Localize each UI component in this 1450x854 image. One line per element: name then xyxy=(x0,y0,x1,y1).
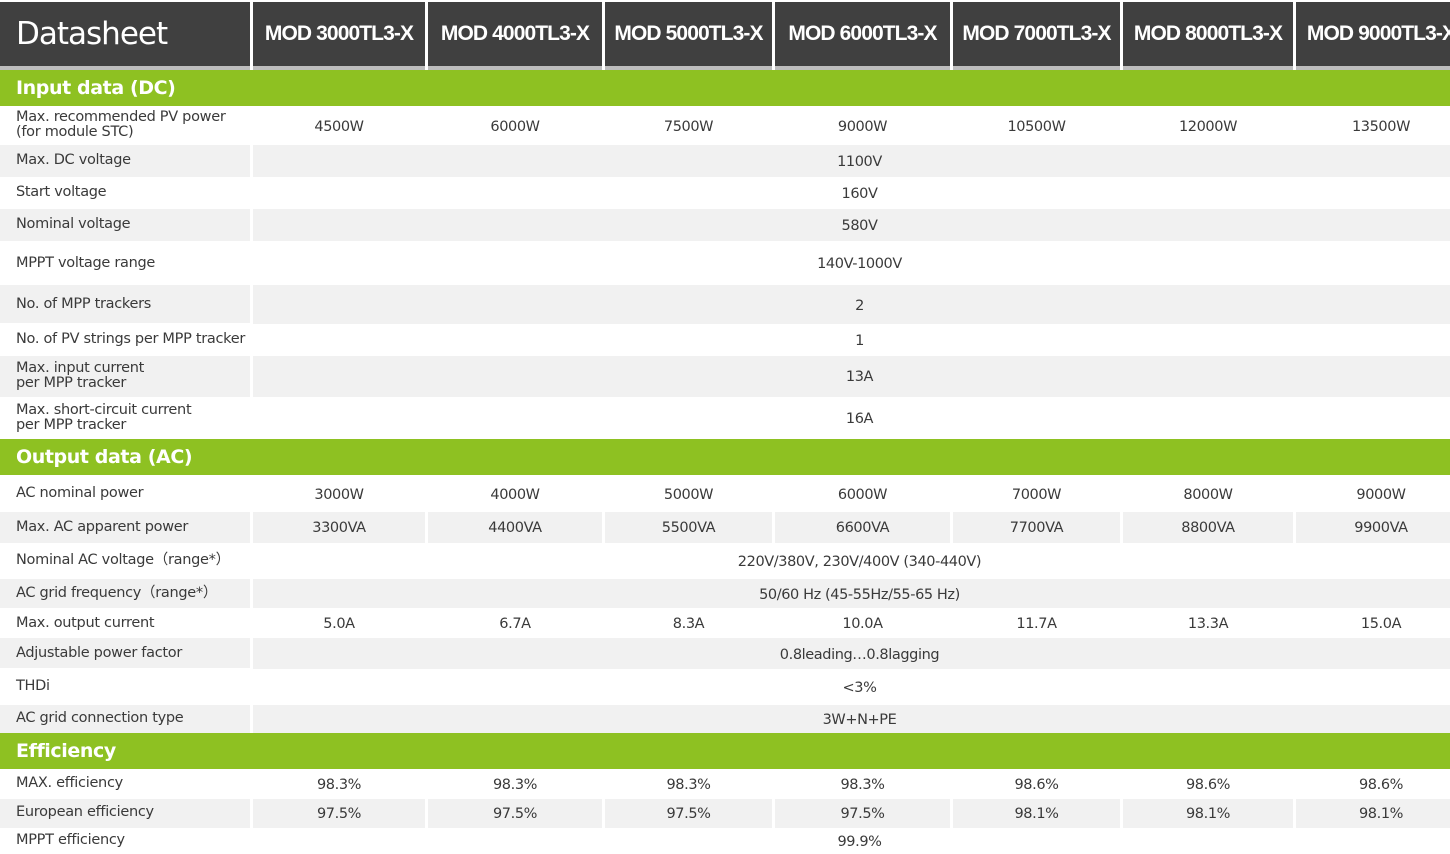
row-label-line: (for module STC) xyxy=(16,124,134,141)
row-label-line: per MPP tracker xyxy=(16,417,127,434)
section-output-ac: Output data (AC) xyxy=(0,439,1450,476)
table-cell: 1 xyxy=(253,323,1450,356)
table-cell: 3W+N+PE xyxy=(253,704,1450,734)
row-label-mppt-range: MPPT voltage range xyxy=(0,241,250,286)
row-label-start-voltage: Start voltage xyxy=(0,176,250,209)
row-label-short-circuit: Max. short-circuit current per MPP track… xyxy=(0,397,250,440)
table-cell: 6.7A xyxy=(428,608,602,639)
table-cell: 220V/380V, 230V/400V (340-440V) xyxy=(253,542,1450,580)
table-cell: 7700VA xyxy=(953,511,1120,543)
table-cell: 98.6% xyxy=(953,769,1120,799)
model-header: MOD 6000TL3-X xyxy=(775,2,950,70)
table-cell: 8800VA xyxy=(1123,511,1293,543)
row-label-ac-power: AC nominal power xyxy=(0,475,250,512)
table-cell: 13.3A xyxy=(1123,608,1293,639)
table-cell: 0.8leading…0.8lagging xyxy=(253,638,1450,669)
table-cell: 15.0A xyxy=(1296,608,1450,639)
row-label-mppt-efficiency: MPPT efficiency xyxy=(0,827,250,854)
table-cell: 580V xyxy=(253,209,1450,242)
table-cell: 7500W xyxy=(605,106,772,145)
table-cell: 97.5% xyxy=(775,798,950,828)
table-cell: 5000W xyxy=(605,475,772,512)
row-label-dc-voltage: Max. DC voltage xyxy=(0,144,250,177)
table-cell: 97.5% xyxy=(428,798,602,828)
datasheet-title: Datasheet xyxy=(0,2,250,70)
row-label-line: Max. input current xyxy=(16,360,145,377)
table-cell: 16A xyxy=(253,397,1450,440)
table-cell: 97.5% xyxy=(605,798,772,828)
table-cell: 6000W xyxy=(428,106,602,145)
section-efficiency: Efficiency xyxy=(0,733,1450,770)
table-cell: 12000W xyxy=(1123,106,1293,145)
table-cell: 3000W xyxy=(253,475,425,512)
row-label-max-efficiency: MAX. efficiency xyxy=(0,769,250,799)
table-cell: 9000W xyxy=(775,106,950,145)
section-input-dc: Input data (DC) xyxy=(0,70,1450,107)
table-cell: 50/60 Hz (45-55Hz/55-65 Hz) xyxy=(253,579,1450,609)
table-cell: 3300VA xyxy=(253,511,425,543)
table-cell: 4000W xyxy=(428,475,602,512)
table-cell: 5.0A xyxy=(253,608,425,639)
model-header: MOD 3000TL3-X xyxy=(253,2,425,70)
table-cell: 5500VA xyxy=(605,511,772,543)
row-label-ac-voltage: Nominal AC voltage（range*） xyxy=(0,542,250,579)
table-cell: 98.1% xyxy=(1123,798,1293,828)
row-label-output-current: Max. output current xyxy=(0,608,250,639)
model-header: MOD 7000TL3-X xyxy=(953,2,1120,70)
row-label-line: Max. recommended PV power xyxy=(16,109,226,126)
row-label-pv-power: Max. recommended PV power (for module ST… xyxy=(0,106,250,145)
row-label-pv-strings: No. of PV strings per MPP tracker xyxy=(0,323,250,356)
table-cell: 9900VA xyxy=(1296,511,1450,543)
table-cell: 98.1% xyxy=(1296,798,1450,828)
table-cell: 7000W xyxy=(953,475,1120,512)
row-label-grid-connection: AC grid connection type xyxy=(0,704,250,733)
table-cell: 10.0A xyxy=(775,608,950,639)
table-cell: 98.3% xyxy=(775,769,950,799)
table-cell: 99.9% xyxy=(253,827,1450,854)
row-label-power-factor: Adjustable power factor xyxy=(0,638,250,669)
table-cell: 2 xyxy=(253,285,1450,324)
row-label-thdi: THDi xyxy=(0,668,250,705)
table-cell: 97.5% xyxy=(253,798,425,828)
table-cell: 13A xyxy=(253,355,1450,398)
table-cell: 13500W xyxy=(1296,106,1450,145)
row-label-input-current: Max. input current per MPP tracker xyxy=(0,355,250,397)
table-cell: 11.7A xyxy=(953,608,1120,639)
table-cell: 1100V xyxy=(253,144,1450,177)
table-cell: 4500W xyxy=(253,106,425,145)
row-label-nominal-voltage: Nominal voltage xyxy=(0,209,250,242)
table-cell: 6000W xyxy=(775,475,950,512)
table-cell: 140V-1000V xyxy=(253,241,1450,286)
model-header: MOD 4000TL3-X xyxy=(428,2,602,70)
table-cell: 160V xyxy=(253,176,1450,210)
table-cell: <3% xyxy=(253,668,1450,705)
table-cell: 98.3% xyxy=(605,769,772,799)
table-cell: 6600VA xyxy=(775,511,950,543)
model-header: MOD 9000TL3-X xyxy=(1296,2,1450,70)
table-cell: 10500W xyxy=(953,106,1120,145)
table-cell: 98.3% xyxy=(253,769,425,799)
table-cell: 4400VA xyxy=(428,511,602,543)
table-cell: 9000W xyxy=(1296,475,1450,512)
row-label-line: Max. short-circuit current xyxy=(16,401,192,418)
table-cell: 98.6% xyxy=(1296,769,1450,799)
table-cell: 8.3A xyxy=(605,608,772,639)
table-cell: 98.3% xyxy=(428,769,602,799)
table-cell: 8000W xyxy=(1123,475,1293,512)
row-label-ac-apparent: Max. AC apparent power xyxy=(0,511,250,543)
table-cell: 98.1% xyxy=(953,798,1120,828)
row-label-mpp-trackers: No. of MPP trackers xyxy=(0,285,250,324)
row-label-grid-frequency: AC grid frequency（range*） xyxy=(0,579,250,609)
row-label-european-efficiency: European efficiency xyxy=(0,798,250,828)
model-header: MOD 8000TL3-X xyxy=(1123,2,1293,70)
model-header: MOD 5000TL3-X xyxy=(605,2,772,70)
table-cell: 98.6% xyxy=(1123,769,1293,799)
row-label-line: per MPP tracker xyxy=(16,375,127,392)
